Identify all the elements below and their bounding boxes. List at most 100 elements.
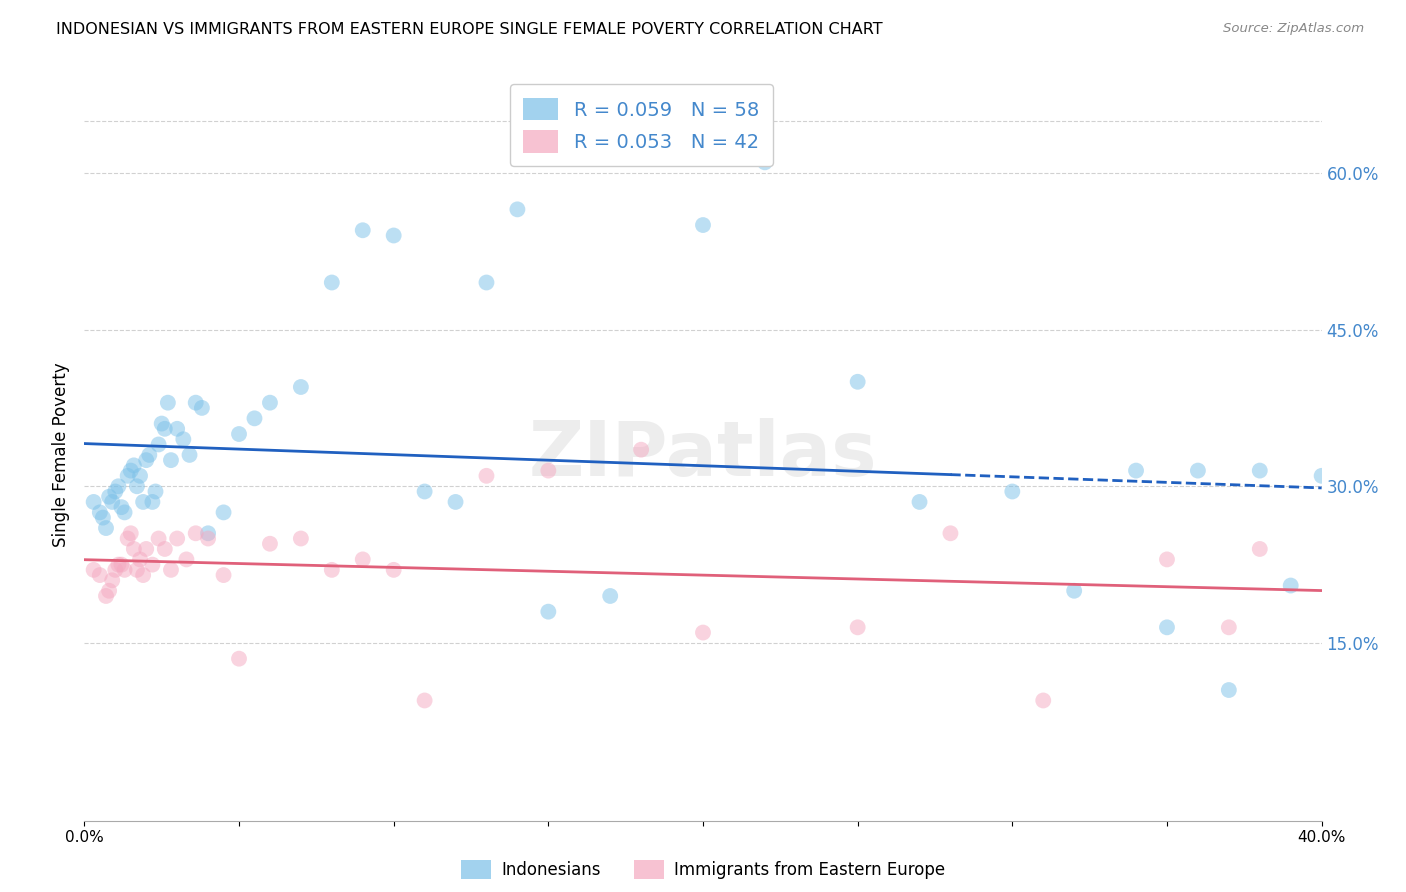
Point: [172, 432, 194, 446]
Point: [132, 495, 155, 509]
Point: [141, 495, 163, 509]
Point: [114, 505, 136, 519]
Legend: Indonesians, Immigrants from Eastern Europe: Indonesians, Immigrants from Eastern Eur…: [454, 853, 952, 886]
Point: [129, 468, 152, 483]
Point: [846, 375, 869, 389]
Y-axis label: Single Female Poverty: Single Female Poverty: [52, 363, 70, 547]
Point: [1187, 464, 1209, 478]
Point: [537, 605, 560, 619]
Point: [413, 693, 436, 707]
Point: [148, 437, 170, 451]
Point: [135, 453, 157, 467]
Point: [122, 458, 145, 473]
Point: [259, 395, 281, 409]
Point: [179, 448, 201, 462]
Point: [98, 583, 121, 598]
Point: [184, 526, 207, 541]
Point: [939, 526, 962, 541]
Point: [120, 464, 142, 478]
Point: [94, 521, 117, 535]
Point: [120, 526, 142, 541]
Point: [1249, 464, 1271, 478]
Point: [166, 422, 188, 436]
Point: [243, 411, 266, 425]
Point: [599, 589, 621, 603]
Point: [290, 380, 312, 394]
Point: [83, 495, 105, 509]
Point: [1310, 468, 1333, 483]
Point: [630, 442, 652, 457]
Point: [191, 401, 214, 415]
Point: [352, 552, 374, 566]
Point: [1156, 620, 1178, 634]
Point: [259, 537, 281, 551]
Point: [148, 532, 170, 546]
Point: [382, 563, 405, 577]
Point: [83, 563, 105, 577]
Point: [145, 484, 167, 499]
Point: [537, 464, 560, 478]
Point: [132, 568, 155, 582]
Point: [197, 526, 219, 541]
Point: [184, 395, 207, 409]
Point: [107, 479, 129, 493]
Point: [129, 552, 152, 566]
Point: [176, 552, 198, 566]
Point: [1001, 484, 1024, 499]
Point: [91, 510, 114, 524]
Point: [160, 563, 183, 577]
Point: [150, 417, 173, 431]
Point: [228, 427, 250, 442]
Point: [153, 422, 176, 436]
Point: [153, 541, 176, 556]
Point: [114, 563, 136, 577]
Point: [110, 500, 132, 515]
Point: [382, 228, 405, 243]
Point: [125, 563, 148, 577]
Point: [352, 223, 374, 237]
Point: [846, 620, 869, 634]
Point: [166, 532, 188, 546]
Point: [290, 532, 312, 546]
Point: [156, 395, 179, 409]
Point: [444, 495, 467, 509]
Point: [475, 276, 498, 290]
Point: [212, 568, 235, 582]
Point: [212, 505, 235, 519]
Point: [110, 558, 132, 572]
Point: [692, 625, 714, 640]
Point: [89, 568, 111, 582]
Point: [125, 479, 148, 493]
Point: [94, 589, 117, 603]
Point: [89, 505, 111, 519]
Point: [1125, 464, 1147, 478]
Point: [1279, 578, 1302, 592]
Point: [197, 532, 219, 546]
Point: [138, 448, 160, 462]
Point: [506, 202, 529, 217]
Point: [1218, 620, 1240, 634]
Point: [141, 558, 163, 572]
Point: [692, 218, 714, 232]
Point: [98, 490, 121, 504]
Text: ZIPatlas: ZIPatlas: [529, 418, 877, 491]
Point: [475, 468, 498, 483]
Point: [1032, 693, 1054, 707]
Point: [321, 276, 343, 290]
Point: [1156, 552, 1178, 566]
Point: [104, 563, 127, 577]
Point: [228, 651, 250, 665]
Point: [104, 484, 127, 499]
Text: Source: ZipAtlas.com: Source: ZipAtlas.com: [1223, 22, 1364, 36]
Point: [117, 532, 139, 546]
Point: [1249, 541, 1271, 556]
Point: [101, 495, 124, 509]
Point: [107, 558, 129, 572]
Point: [135, 541, 157, 556]
Point: [1218, 683, 1240, 698]
Point: [1063, 583, 1085, 598]
Text: INDONESIAN VS IMMIGRANTS FROM EASTERN EUROPE SINGLE FEMALE POVERTY CORRELATION C: INDONESIAN VS IMMIGRANTS FROM EASTERN EU…: [56, 22, 883, 37]
Point: [160, 453, 183, 467]
Point: [117, 468, 139, 483]
Point: [122, 541, 145, 556]
